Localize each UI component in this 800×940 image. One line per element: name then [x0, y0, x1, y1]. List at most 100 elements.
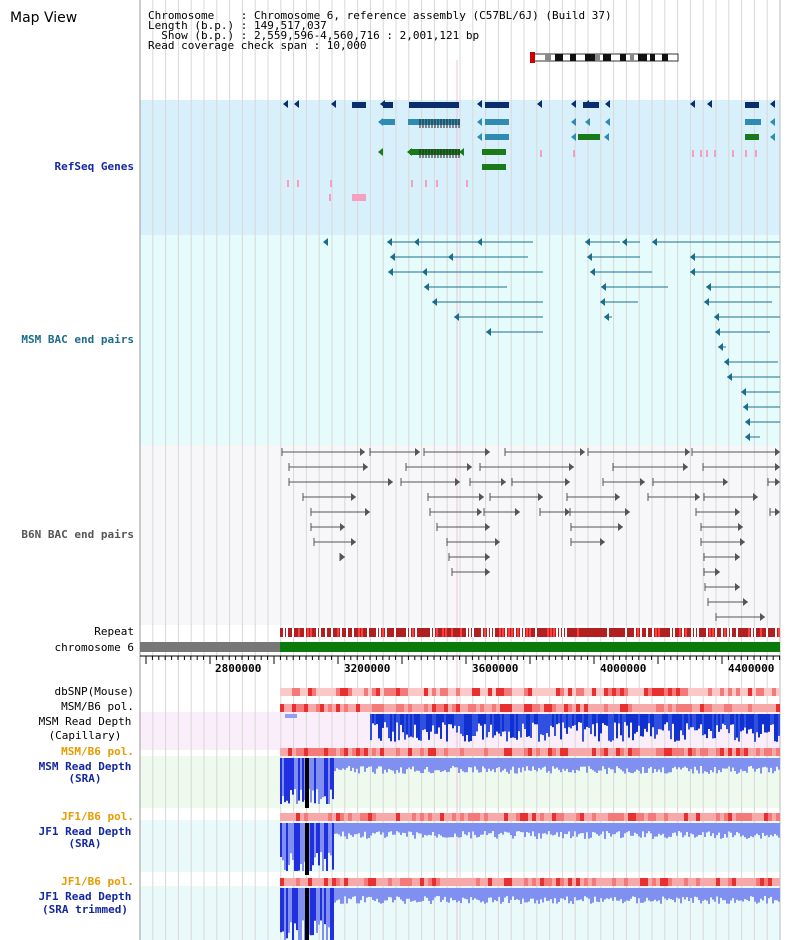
snp-density-cell — [484, 704, 488, 712]
snp-density-cell — [532, 813, 536, 821]
snp-density-cell — [652, 813, 656, 821]
snp-density-cell — [704, 704, 708, 712]
snp-density-cell — [728, 813, 732, 821]
repeat-gap — [673, 628, 675, 637]
snp-density-cell — [744, 813, 748, 821]
read-depth-bar — [594, 823, 596, 833]
read-depth-bar — [502, 714, 504, 732]
read-depth-bar — [768, 714, 770, 732]
snp-density-cell — [768, 813, 772, 821]
snp-density-cell — [768, 878, 772, 886]
snp-density-cell — [332, 688, 336, 696]
read-depth-bar — [516, 823, 518, 832]
bac-end-marker — [485, 448, 490, 456]
read-depth-bar — [514, 823, 516, 837]
read-depth-bar — [378, 758, 380, 767]
gene-block — [485, 134, 509, 140]
snp-density-cell — [336, 688, 340, 696]
read-depth-bar — [484, 758, 486, 769]
read-depth-bar — [570, 758, 572, 773]
read-depth-bar — [532, 714, 534, 723]
read-depth-bar — [542, 888, 544, 903]
bac-end-marker — [365, 508, 370, 516]
chromosome-gap-bar — [140, 642, 280, 652]
snp-density-cell — [444, 704, 448, 712]
read-depth-bar — [738, 888, 740, 901]
read-depth-bar — [360, 758, 362, 767]
read-depth-bar — [368, 758, 370, 767]
snp-density-cell — [712, 813, 716, 821]
read-depth-bar — [284, 758, 286, 803]
snp-density-cell — [500, 704, 504, 712]
coverage-span-info: Read coverage check span : 10,000 — [148, 39, 367, 52]
snp-density-cell — [568, 688, 572, 696]
snp-density-cell — [316, 748, 320, 756]
snp-density-cell — [700, 704, 704, 712]
read-depth-bar — [496, 714, 498, 732]
read-depth-bar — [372, 758, 374, 773]
read-depth-bar — [728, 758, 730, 767]
read-depth-bar — [570, 714, 572, 729]
read-depth-bar — [588, 888, 590, 899]
snp-density-cell — [492, 688, 496, 696]
read-depth-bar — [616, 758, 618, 767]
read-depth-bar — [388, 714, 390, 739]
read-depth-bar — [422, 823, 424, 838]
track-label-b6n-bac[interactable]: B6N BAC end pairs — [21, 528, 134, 541]
repeat-gap — [736, 628, 738, 637]
snp-density-cell — [292, 813, 296, 821]
gene-block — [482, 149, 506, 155]
read-depth-bar — [766, 758, 768, 768]
snp-density-cell — [492, 748, 496, 756]
read-depth-bar — [414, 823, 416, 839]
read-depth-bar — [744, 888, 746, 900]
ideogram-band — [595, 54, 600, 61]
read-depth-bar — [714, 823, 716, 838]
snp-density-cell — [492, 813, 496, 821]
snp-density-cell — [320, 748, 324, 756]
snp-density-cell — [452, 748, 456, 756]
snp-density-cell — [616, 748, 620, 756]
read-depth-bar — [460, 823, 462, 838]
snp-density-cell — [408, 813, 412, 821]
gene-arrow — [770, 133, 775, 141]
snp-density-cell — [520, 704, 524, 712]
read-depth-bar — [470, 714, 472, 741]
read-depth-bar — [292, 758, 294, 795]
snp-density-cell — [732, 748, 736, 756]
read-depth-bar — [450, 758, 452, 769]
read-depth-bar — [380, 714, 382, 741]
snp-density-cell — [628, 748, 632, 756]
read-depth-bar — [388, 823, 390, 833]
read-depth-bar — [678, 888, 680, 899]
read-depth-bar — [440, 758, 442, 773]
read-depth-bar — [350, 823, 352, 836]
read-depth-bar — [350, 758, 352, 772]
read-depth-bar — [468, 714, 470, 742]
track-label-refseq[interactable]: RefSeq Genes — [54, 160, 134, 173]
repeat-element — [760, 628, 762, 637]
read-depth-bar — [302, 823, 304, 871]
read-depth-bar — [456, 888, 458, 903]
snp-density-cell — [468, 688, 472, 696]
read-depth-bar — [656, 758, 658, 772]
snp-density-cell — [652, 704, 656, 712]
read-depth-bar — [632, 823, 634, 836]
gene-block — [383, 102, 393, 108]
read-depth-bar — [442, 714, 444, 723]
repeat-gap — [565, 628, 567, 637]
read-depth-bar — [406, 823, 408, 837]
snp-density-cell — [380, 704, 384, 712]
snp-density-cell — [324, 878, 328, 886]
read-depth-bar — [440, 823, 442, 836]
snp-density-cell — [528, 704, 532, 712]
bac-end-marker — [455, 478, 460, 486]
snp-density-cell — [476, 748, 480, 756]
read-depth-bar — [322, 823, 324, 871]
read-depth-bar — [410, 823, 412, 832]
track-label-msm-bac[interactable]: MSM BAC end pairs — [21, 333, 134, 346]
read-depth-bar — [634, 823, 636, 833]
gene-block — [352, 102, 366, 108]
snp-density-cell — [340, 878, 344, 886]
read-depth-bar — [682, 823, 684, 838]
